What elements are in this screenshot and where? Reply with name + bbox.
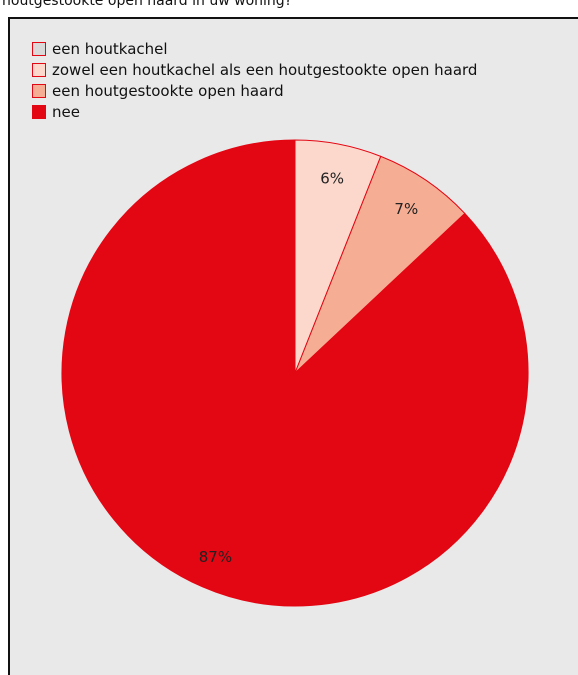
pie-slice (61, 139, 529, 607)
slice-label: 87% (199, 548, 232, 566)
legend-label: een houtgestookte open haard (52, 81, 284, 100)
legend-item: zowel een houtkachel als een houtgestook… (32, 59, 477, 80)
legend-swatch-icon (32, 83, 46, 98)
pie-slice (294, 155, 466, 374)
legend-label: zowel een houtkachel als een houtgestook… (52, 60, 478, 79)
legend-label: nee (52, 102, 80, 121)
legend-item: een houtgestookte open haard (32, 80, 477, 101)
slice-label: 7% (394, 200, 418, 218)
chart-legend: een houtkachel zowel een houtkachel als … (32, 38, 477, 122)
legend-swatch-icon (32, 104, 46, 119)
chart-title: houtgestookte open haard in uw woning? (2, 0, 293, 9)
legend-label: een houtkachel (52, 39, 168, 58)
legend-swatch-icon (32, 62, 46, 77)
legend-item: nee (32, 101, 477, 122)
legend-swatch-icon (32, 41, 46, 56)
legend-item: een houtkachel (32, 38, 477, 59)
slice-label: 6% (320, 169, 344, 187)
